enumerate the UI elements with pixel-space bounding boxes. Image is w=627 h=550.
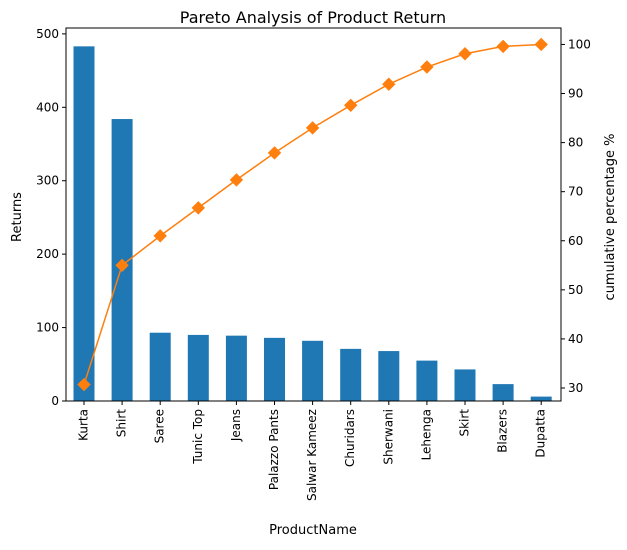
axes-layer [65,27,562,402]
x-axis: Kurta Shirt Saree Tunic Top Jeans Palazzo Pan… [77,401,548,501]
returns-bar [378,351,400,401]
left-y-tick-label: 300 [36,174,59,188]
left-y-tick-label: 0 [51,394,59,408]
x-tick-label: Tunic Top [191,409,205,465]
right-y-axis: 30 40 50 60 70 80 90 100 [561,37,591,395]
right-y-tick-label: 30 [568,381,583,395]
cumulative-point [496,39,510,54]
right-y-tick-label: 50 [568,283,583,297]
cumulative-point [115,258,129,273]
returns-bar [530,396,552,401]
cumulative-point [534,37,548,52]
returns-bar [492,384,514,401]
cumulative-point [458,47,472,61]
left-y-tick-label: 400 [36,100,59,114]
returns-bar [187,334,209,401]
returns-bar [73,46,95,402]
x-tick-label: Churidars [343,409,357,467]
cumulative-point [191,201,206,215]
right-y-tick-label: 90 [568,87,583,101]
right-y-tick-label: 100 [568,37,591,51]
left-y-tick-label: 200 [36,247,59,261]
y2-axis-label: cumulative percentage % [603,134,618,301]
bars-layer [73,46,552,402]
returns-bar [149,332,171,401]
cumulative-point [343,98,358,113]
x-tick-label: Kurta [77,409,91,441]
returns-bar [454,369,476,401]
right-y-tick-label: 80 [568,136,583,150]
returns-bar [225,335,247,401]
cumulative-point [153,229,167,243]
right-y-tick-label: 60 [568,234,583,248]
x-tick-label: Jeans [229,409,243,442]
left-y-tick-label: 100 [36,321,59,335]
returns-bar [264,337,285,401]
right-y-tick-label: 40 [568,332,583,346]
x-tick-label: Shirt [115,409,129,437]
cumulative-line-layer [77,37,548,392]
y-axis-label: Returns [10,192,25,242]
x-tick-label: Dupatta [534,409,548,458]
right-y-tick-label: 70 [568,185,583,199]
left-y-tick-label: 500 [36,27,59,41]
x-tick-label: Saree [153,409,167,443]
cumulative-point [382,77,396,91]
returns-bar [416,360,438,401]
cumulative-point [77,377,91,392]
returns-bar [302,340,324,401]
cumulative-point [305,121,320,135]
plot-frame [65,27,562,402]
x-tick-label: Salwar Kameez [305,409,319,501]
x-tick-label: Sherwani [381,409,395,465]
x-tick-label: Skirt [458,409,472,437]
cumulative-point [229,173,244,187]
x-tick-label: Blazers [496,409,510,453]
cumulative-point [420,60,434,74]
x-tick-label: Lehenga [419,409,433,460]
x-axis-label: ProductName [269,523,357,538]
x-tick-label: Palazzo Pants [267,409,281,490]
returns-bar [340,348,362,401]
cumulative-point [267,146,282,160]
chart-title: Pareto Analysis of Product Return [180,8,446,27]
left-y-axis: 0 100 200 300 400 500 [36,27,66,408]
